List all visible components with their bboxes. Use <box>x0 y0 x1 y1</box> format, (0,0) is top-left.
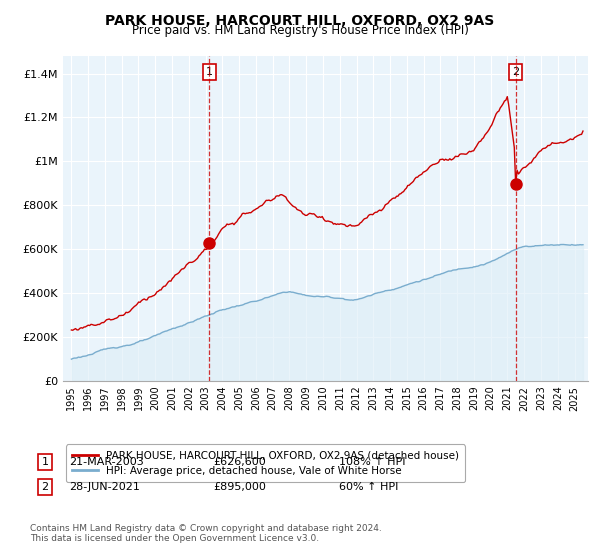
Text: Contains HM Land Registry data © Crown copyright and database right 2024.: Contains HM Land Registry data © Crown c… <box>30 524 382 533</box>
Text: 2: 2 <box>512 67 519 77</box>
Text: Price paid vs. HM Land Registry's House Price Index (HPI): Price paid vs. HM Land Registry's House … <box>131 24 469 37</box>
Text: PARK HOUSE, HARCOURT HILL, OXFORD, OX2 9AS: PARK HOUSE, HARCOURT HILL, OXFORD, OX2 9… <box>106 14 494 28</box>
Text: 28-JUN-2021: 28-JUN-2021 <box>69 482 140 492</box>
Text: 21-MAR-2003: 21-MAR-2003 <box>69 457 144 467</box>
Text: 1: 1 <box>206 67 213 77</box>
Text: 108% ↑ HPI: 108% ↑ HPI <box>339 457 406 467</box>
Text: £626,600: £626,600 <box>213 457 266 467</box>
Text: 60% ↑ HPI: 60% ↑ HPI <box>339 482 398 492</box>
Text: This data is licensed under the Open Government Licence v3.0.: This data is licensed under the Open Gov… <box>30 534 319 543</box>
Text: £895,000: £895,000 <box>213 482 266 492</box>
Legend: PARK HOUSE, HARCOURT HILL, OXFORD, OX2 9AS (detached house), HPI: Average price,: PARK HOUSE, HARCOURT HILL, OXFORD, OX2 9… <box>65 445 466 482</box>
Text: 1: 1 <box>41 457 49 467</box>
Text: 2: 2 <box>41 482 49 492</box>
